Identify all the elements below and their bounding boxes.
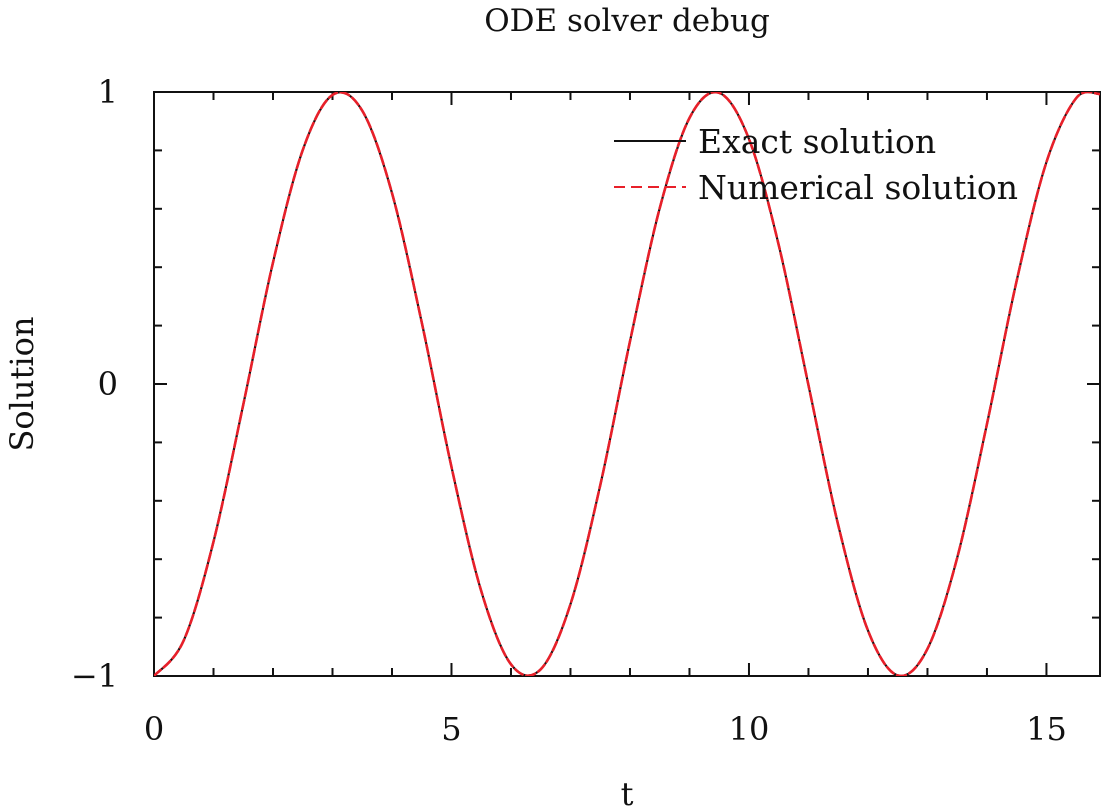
numerical-solution-point <box>183 640 184 641</box>
axis-ticks: 0 5 10 15 −1 0 1 <box>71 73 1100 748</box>
y-tick-label: 0 <box>98 365 118 403</box>
numerical-solution-point <box>986 423 987 424</box>
numerical-solution-point <box>629 341 630 342</box>
numerical-solution-point <box>391 192 392 193</box>
numerical-solution-point <box>213 541 214 542</box>
series-layer <box>154 92 1100 676</box>
numerical-solution-point <box>808 385 809 386</box>
numerical-solution-point <box>778 244 779 245</box>
numerical-solution-point <box>302 150 303 151</box>
numerical-solution-point <box>1046 161 1047 162</box>
numerical-solution-point <box>600 485 601 486</box>
x-axis-label: t <box>621 775 634 808</box>
numerical-solution-point <box>510 664 511 665</box>
x-tick-label: 15 <box>1026 710 1067 748</box>
numerical-solution-point <box>897 675 898 676</box>
numerical-solution-point <box>927 648 928 649</box>
numerical-solution-point <box>838 524 839 525</box>
numerical-solution-point <box>481 590 482 591</box>
y-tick-label: 1 <box>98 73 118 111</box>
y-tick-label: −1 <box>71 657 118 695</box>
numerical-solution-point <box>332 94 333 95</box>
numerical-solution-point <box>689 117 690 118</box>
chart-title: ODE solver debug <box>484 3 770 39</box>
legend-label-exact: Exact solution <box>698 122 936 161</box>
numerical-solution-point <box>362 110 363 111</box>
numerical-solution-point <box>1016 280 1017 281</box>
numerical-solution-point <box>451 466 452 467</box>
numerical-solution-point <box>719 92 720 93</box>
y-axis-label: Solution <box>3 317 41 452</box>
legend: Exact solution Numerical solution <box>614 122 1018 207</box>
numerical-solution-point <box>1076 98 1077 99</box>
numerical-solution-point <box>867 630 868 631</box>
numerical-solution-line <box>154 92 1100 676</box>
x-tick-label: 5 <box>441 710 461 748</box>
numerical-solution-point <box>659 208 660 209</box>
numerical-solution-point <box>570 604 571 605</box>
x-tick-label: 10 <box>729 710 770 748</box>
numerical-solution-point <box>540 669 541 670</box>
numerical-solution-point <box>421 322 422 323</box>
numerical-solution-point <box>957 557 958 558</box>
x-tick-label: 0 <box>144 710 164 748</box>
numerical-solution-point <box>243 404 244 405</box>
legend-label-numerical: Numerical solution <box>698 168 1018 207</box>
numerical-solution-point <box>272 262 273 263</box>
